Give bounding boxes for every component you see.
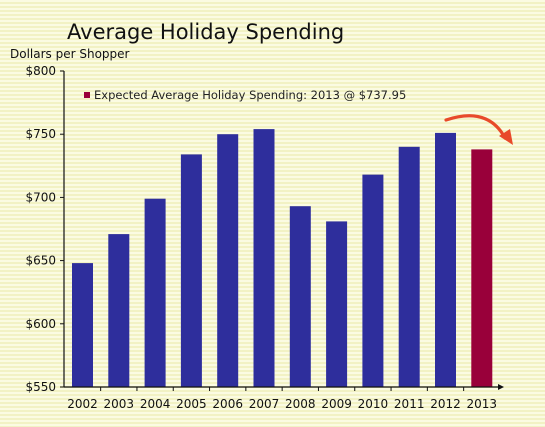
x-tick-label: 2004 [140,397,171,411]
x-tick-label: 2005 [176,397,207,411]
x-tick-label: 2003 [104,397,135,411]
bar-2003 [108,234,130,387]
y-tick-label: $750 [25,127,56,141]
bar-2005 [180,154,202,387]
annotation-arrow-curve [444,114,507,140]
bar-2007 [253,129,275,387]
bar-2012 [435,132,456,387]
x-tick-label: 2012 [430,397,461,411]
bar-2009 [326,221,348,387]
bar-2008 [289,206,311,387]
bar-2010 [362,174,384,387]
legend-label: Expected Average Holiday Spending: 2013 … [94,88,406,102]
x-tick-label: 2008 [285,397,316,411]
bar-2004 [144,198,166,387]
bars-group [72,129,493,387]
bar-2011 [398,146,420,387]
axes-group: $550 $600 $650 $700 $750 $800 2002 2003 2004 2005… [25,64,504,411]
x-tick-label: 2002 [67,397,98,411]
y-tick-label: $650 [25,254,56,268]
chart-title: Average Holiday Spending [67,20,345,44]
y-axis-label: Dollars per Shopper [10,47,130,61]
legend-swatch [84,92,90,98]
annotation-arrow-head [499,129,513,145]
y-tick-label: $600 [25,317,56,331]
annotation-arrow [444,114,513,145]
x-tick-label: 2006 [212,397,243,411]
x-tick-label: 2010 [358,397,389,411]
bar-2002 [72,263,93,387]
x-axis-arrowhead [498,384,504,390]
y-tick-label: $800 [25,64,56,78]
x-tick-label: 2009 [321,397,352,411]
bar-2013 [471,149,493,387]
x-tick-label: 2011 [394,397,425,411]
x-tick-label: 2013 [467,397,498,411]
x-tick-label: 2007 [249,397,280,411]
y-tick-label: $700 [25,190,56,204]
legend: Expected Average Holiday Spending: 2013 … [84,88,406,102]
y-tick-label: $550 [25,380,56,394]
bar-2006 [217,134,239,387]
